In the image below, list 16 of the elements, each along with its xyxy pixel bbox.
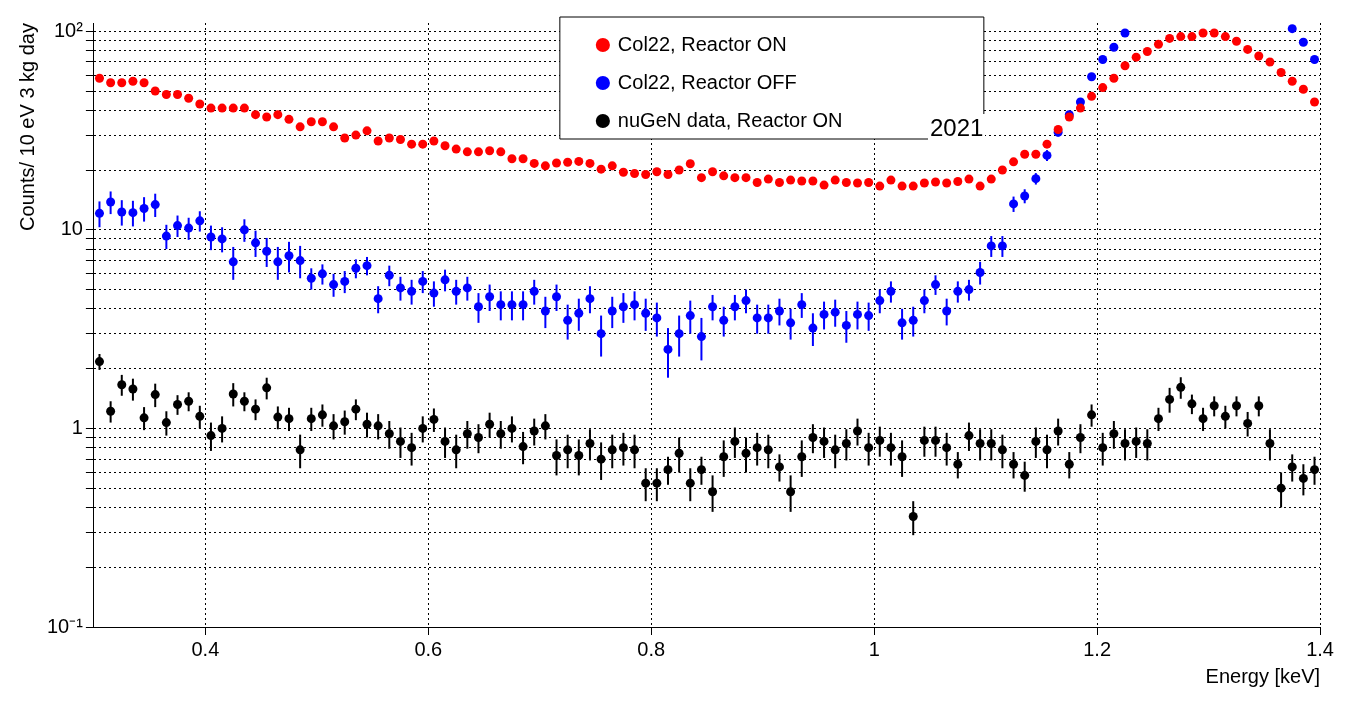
y-tick-label: 1 xyxy=(71,415,83,438)
legend-label: nuGeN data, Reactor ON xyxy=(617,108,843,131)
x-tick-label: 1.4 xyxy=(1306,637,1334,660)
x-axis-title: Energy [keV] xyxy=(1205,664,1321,687)
y-tick-label: 10 xyxy=(60,217,83,240)
x-tick-label: 1 xyxy=(868,637,880,660)
y-tick-label: 10⁻¹ xyxy=(47,614,84,637)
legend-label: Col22, Reactor ON xyxy=(617,32,787,55)
x-tick-label: 0.4 xyxy=(191,637,220,660)
y-tick-label: 10² xyxy=(54,18,84,41)
x-tick-label: 0.8 xyxy=(637,637,666,660)
annotation: 2021 xyxy=(928,114,986,142)
x-tick-label: 0.6 xyxy=(414,637,443,660)
legend-label: Col22, Reactor OFF xyxy=(617,70,797,93)
y-axis-title: Counts/ 10 eV 3 kg day xyxy=(15,23,38,231)
x-tick-label: 1.2 xyxy=(1083,637,1112,660)
